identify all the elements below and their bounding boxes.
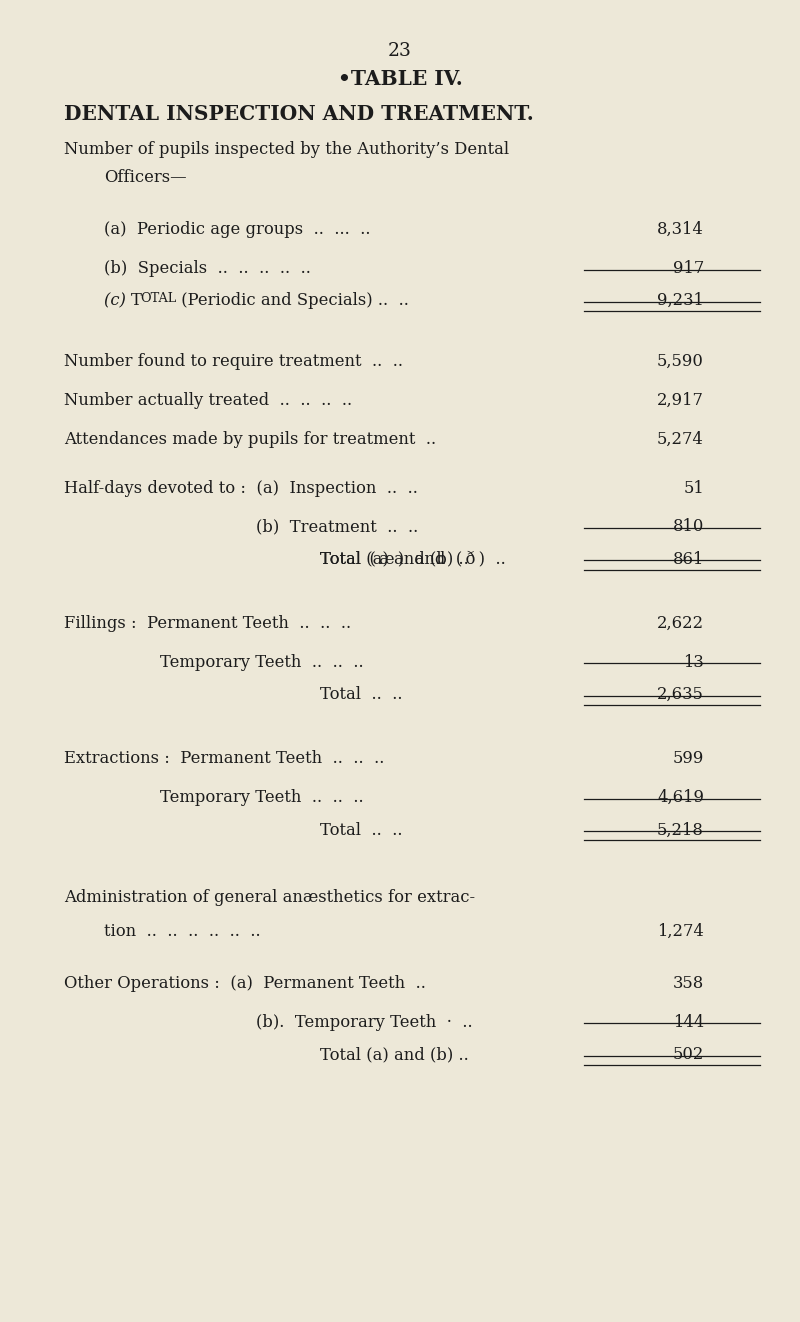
Text: (c): (c): [104, 292, 136, 309]
Text: Total  ..  ..: Total .. ..: [320, 821, 402, 838]
Text: 5,218: 5,218: [657, 821, 704, 838]
Text: Number found to require treatment  ..  ..: Number found to require treatment .. ..: [64, 353, 403, 370]
Text: (a)  Periodic age groups  ..  ...  ..: (a) Periodic age groups .. ... ..: [104, 221, 370, 238]
Text: 861: 861: [673, 551, 704, 567]
Text: Total (a) and (b) ..: Total (a) and (b) ..: [320, 1046, 469, 1063]
Text: 51: 51: [683, 480, 704, 497]
Text: 917: 917: [673, 260, 704, 276]
Text: 5,590: 5,590: [657, 353, 704, 370]
Text: Number of pupils inspected by the Authority’s Dental: Number of pupils inspected by the Author…: [64, 141, 509, 159]
Text: Total  ..  ..: Total .. ..: [320, 686, 402, 703]
Text: •TABLE IV.: •TABLE IV.: [338, 69, 462, 89]
Text: Half-days devoted to :  (a)  Inspection  ..  ..: Half-days devoted to : (a) Inspection ..…: [64, 480, 418, 497]
Text: Fillings :  Permanent Teeth  ..  ..  ..: Fillings : Permanent Teeth .. .. ..: [64, 615, 351, 632]
Text: 2,635: 2,635: [657, 686, 704, 703]
Text: (Periodic and Specials) ..  ..: (Periodic and Specials) .. ..: [176, 292, 409, 309]
Text: 810: 810: [673, 518, 704, 535]
Text: 2,622: 2,622: [657, 615, 704, 632]
Text: Number actually treated  ..  ..  ..  ..: Number actually treated .. .. .. ..: [64, 393, 352, 408]
Text: DENTAL INSPECTION AND TREATMENT.: DENTAL INSPECTION AND TREATMENT.: [64, 104, 534, 124]
Text: (b)  Specials  ..  ..  ..  ..  ..: (b) Specials .. .. .. .. ..: [104, 260, 311, 276]
Text: tion  ..  ..  ..  ..  ..  ..: tion .. .. .. .. .. ..: [104, 923, 261, 940]
Text: 1,274: 1,274: [657, 923, 704, 940]
Text: Other Operations :  (a)  Permanent Teeth  ..: Other Operations : (a) Permanent Teeth .…: [64, 974, 426, 992]
Text: 2,917: 2,917: [657, 393, 704, 408]
Text: T: T: [130, 292, 142, 309]
Text: 599: 599: [673, 751, 704, 767]
Text: 9,231: 9,231: [657, 292, 704, 309]
Text: 502: 502: [673, 1046, 704, 1063]
Text: 8,314: 8,314: [657, 221, 704, 238]
Text: 144: 144: [673, 1014, 704, 1031]
Text: Extractions :  Permanent Teeth  ..  ..  ..: Extractions : Permanent Teeth .. .. ..: [64, 751, 384, 767]
Text: Total (a) and (b) ..: Total (a) and (b) ..: [320, 551, 469, 567]
Text: (b)  Treatment  ..  ..: (b) Treatment .. ..: [256, 518, 418, 535]
Text: 5,274: 5,274: [657, 431, 704, 448]
Text: Total  ( æ )  and  ( ð )  ..: Total ( æ ) and ( ð ) ..: [320, 551, 506, 567]
Text: Temporary Teeth  ..  ..  ..: Temporary Teeth .. .. ..: [160, 789, 364, 806]
Text: 358: 358: [673, 974, 704, 992]
Text: OTAL: OTAL: [140, 292, 176, 305]
Text: Officers—: Officers—: [104, 169, 186, 186]
Text: (b).  Temporary Teeth  ·  ..: (b). Temporary Teeth · ..: [256, 1014, 473, 1031]
Text: Attendances made by pupils for treatment  ..: Attendances made by pupils for treatment…: [64, 431, 436, 448]
Text: 4,619: 4,619: [657, 789, 704, 806]
Text: Temporary Teeth  ..  ..  ..: Temporary Teeth .. .. ..: [160, 654, 364, 670]
Text: 23: 23: [388, 42, 412, 61]
Text: 13: 13: [683, 654, 704, 670]
Text: Administration of general anæsthetics for extrac-: Administration of general anæsthetics fo…: [64, 888, 475, 906]
